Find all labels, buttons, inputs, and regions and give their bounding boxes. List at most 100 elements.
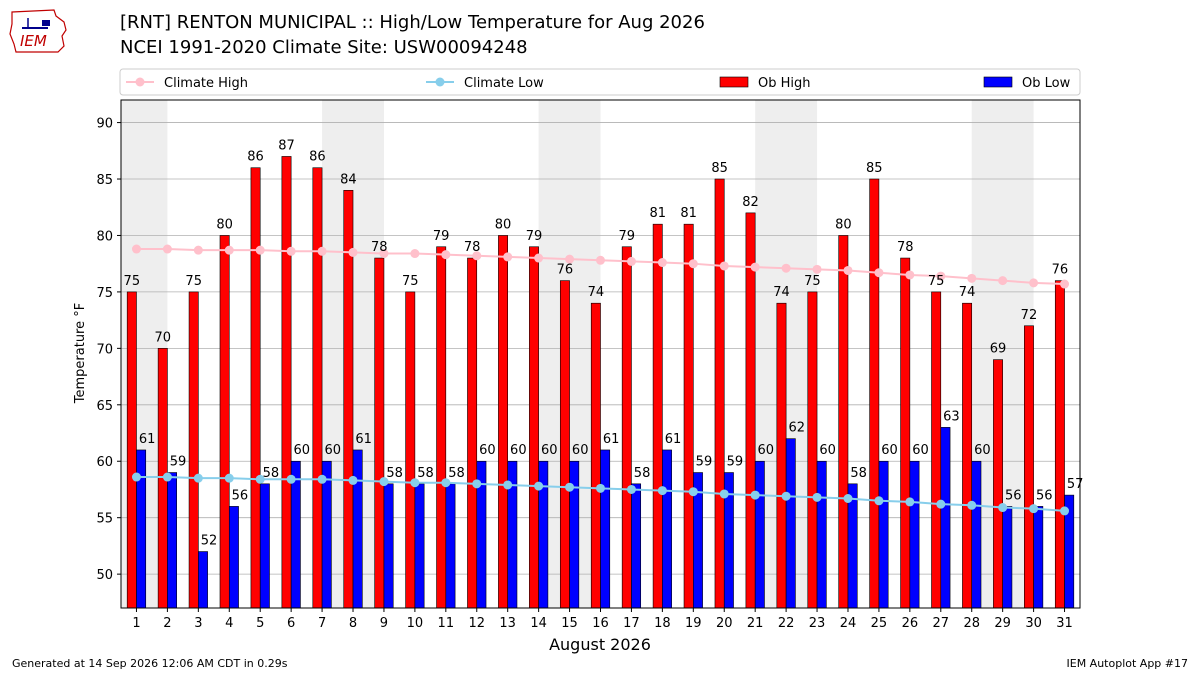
climate-low-point: [874, 496, 884, 506]
ob-low-label: 52: [201, 534, 218, 549]
climate-high-point: [998, 276, 1008, 286]
ob-low-label: 61: [139, 432, 156, 447]
x-tick-label: 6: [287, 616, 295, 631]
ob-low-bar: [754, 460, 765, 609]
app-note: IEM Autoplot App #17: [1066, 657, 1189, 670]
climate-low-point: [193, 473, 203, 483]
climate-low-point: [812, 492, 822, 502]
ob-low-bar: [198, 551, 208, 609]
ob-high-bar: [188, 291, 199, 609]
ob-high-bar: [467, 257, 478, 609]
ob-low-bar: [1002, 506, 1013, 609]
y-axis-label: Temperature °F: [73, 303, 88, 404]
x-tick-label: 12: [468, 616, 485, 631]
x-tick-label: 1: [132, 616, 140, 631]
climate-low-point: [162, 472, 172, 482]
climate-high-point: [1029, 278, 1039, 288]
y-tick-label: 55: [96, 512, 113, 527]
ob-high-label: 84: [340, 172, 357, 187]
legend-label: Climate Low: [464, 76, 544, 91]
legend-label: Ob High: [758, 76, 811, 91]
ob-low-bar: [352, 449, 363, 609]
climate-low-point: [348, 475, 358, 485]
ob-high-label: 72: [1021, 308, 1038, 323]
ob-high-bar: [652, 223, 663, 609]
ob-low-label: 60: [912, 443, 929, 458]
ob-high-label: 75: [928, 274, 945, 289]
ob-high-bar: [312, 167, 323, 609]
ob-low-bar: [414, 483, 425, 609]
ob-low-bar: [909, 460, 920, 609]
ob-low-label: 60: [974, 443, 991, 458]
ob-low-label: 61: [603, 432, 620, 447]
ob-low-bar: [228, 506, 239, 609]
ob-high-label: 82: [742, 195, 759, 210]
ob-high-bar: [900, 257, 911, 609]
ob-high-label: 69: [990, 342, 1007, 357]
climate-low-point: [286, 474, 296, 484]
climate-low-point: [317, 474, 327, 484]
climate-high-point: [843, 265, 853, 275]
ob-low-label: 60: [819, 443, 836, 458]
ob-high-bar: [838, 235, 849, 609]
ob-low-label: 58: [263, 466, 280, 481]
climate-low-point: [626, 484, 636, 494]
climate-high-point: [379, 249, 389, 259]
ob-high-label: 87: [278, 138, 295, 153]
climate-high-point: [131, 244, 141, 254]
climate-high-point: [255, 245, 265, 255]
ob-low-label: 60: [881, 443, 898, 458]
x-tick-label: 20: [716, 616, 733, 631]
climate-high-point: [936, 271, 946, 281]
ob-low-label: 60: [479, 443, 496, 458]
x-tick-label: 11: [438, 616, 455, 631]
climate-low-point: [967, 500, 977, 510]
ob-high-bar: [374, 257, 385, 609]
legend-bar-marker: [983, 76, 1013, 88]
x-tick-label: 31: [1056, 616, 1073, 631]
ob-low-label: 60: [510, 443, 527, 458]
ob-high-label: 81: [680, 206, 697, 221]
climate-high-point: [162, 244, 172, 254]
x-tick-label: 14: [530, 616, 547, 631]
climate-low-point: [719, 489, 729, 499]
x-axis-label: August 2026: [549, 635, 651, 654]
legend-label: Ob Low: [1022, 76, 1071, 91]
climate-low-point: [936, 499, 946, 509]
ob-low-label: 61: [665, 432, 682, 447]
ob-high-bar: [436, 246, 447, 609]
y-tick-label: 85: [96, 173, 113, 188]
ob-high-label: 80: [495, 217, 512, 232]
y-tick-label: 60: [96, 455, 113, 470]
ob-low-label: 61: [355, 432, 372, 447]
ob-high-bar: [807, 291, 818, 609]
ob-high-bar: [590, 302, 601, 609]
ob-high-label: 78: [464, 240, 481, 255]
ob-low-label: 58: [417, 466, 434, 481]
ob-high-label: 86: [247, 150, 264, 165]
bars: [126, 156, 1075, 609]
x-tick-label: 29: [994, 616, 1011, 631]
ob-low-label: 57: [1067, 477, 1084, 492]
x-tick-label: 13: [499, 616, 516, 631]
climate-high-point: [410, 249, 420, 259]
climate-low-point: [781, 491, 791, 501]
ob-high-bar: [962, 302, 973, 609]
ob-low-label: 58: [386, 466, 403, 481]
ob-low-bar: [631, 483, 642, 609]
climate-high-point: [750, 262, 760, 272]
ob-low-bar: [445, 483, 456, 609]
ob-high-bar: [126, 291, 137, 609]
ob-high-label: 80: [835, 217, 852, 232]
ob-high-label: 75: [402, 274, 419, 289]
climate-low-point: [750, 490, 760, 500]
ob-low-bar: [971, 460, 982, 609]
ob-high-label: 86: [309, 150, 326, 165]
ob-high-label: 70: [154, 330, 171, 345]
x-tick-label: 10: [407, 616, 424, 631]
ob-high-label: 78: [371, 240, 388, 255]
ob-low-label: 62: [788, 421, 805, 436]
climate-low-point: [843, 493, 853, 503]
climate-low-point: [410, 478, 420, 488]
